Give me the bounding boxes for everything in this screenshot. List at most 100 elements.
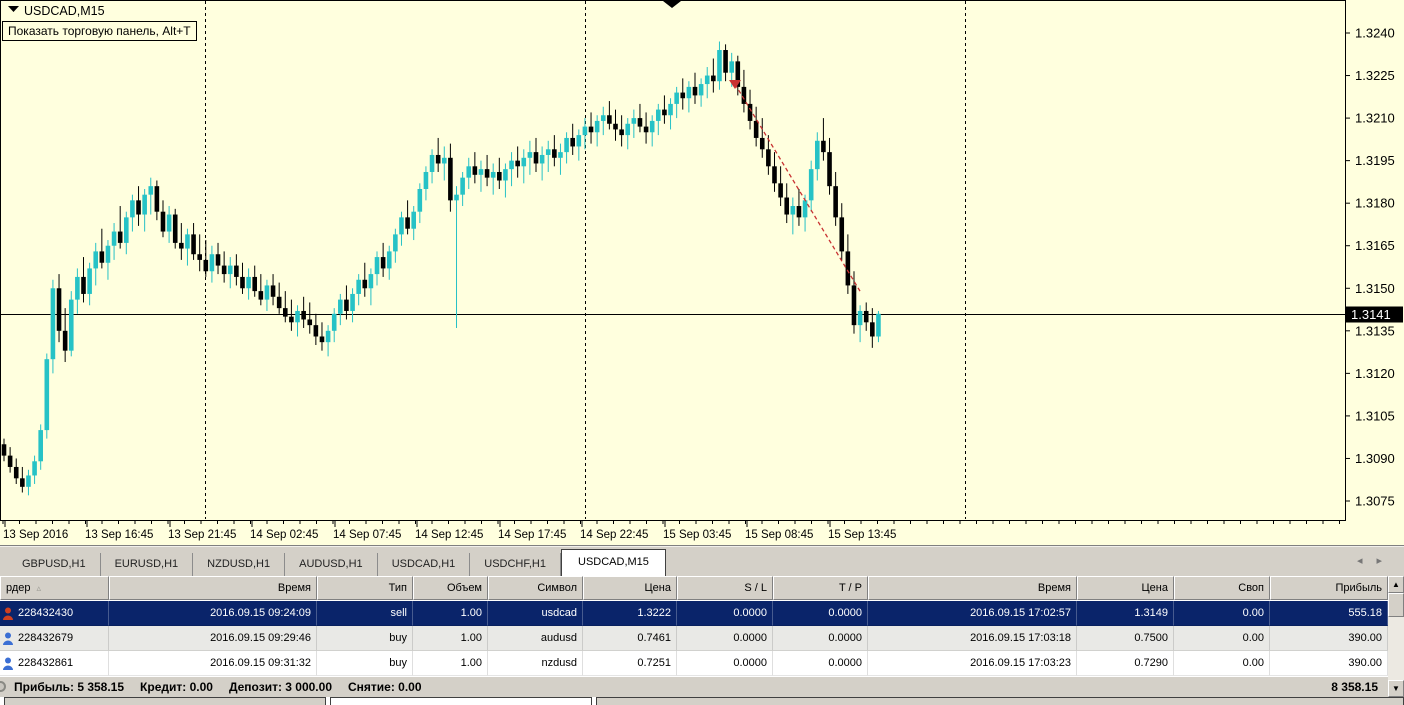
cell-9: 1.3149 — [1077, 601, 1174, 626]
buy-order-icon — [3, 657, 13, 670]
scroll-down-button[interactable]: ▼ — [1388, 680, 1404, 697]
cell-10: 0.00 — [1174, 651, 1270, 676]
chart-tab-bar: GBPUSD,H1 EURUSD,H1 NZDUSD,H1 AUDUSD,H1 USDC… — [0, 545, 1404, 577]
cell-4: audusd — [488, 626, 583, 651]
chart-tab-eurusd-h1[interactable]: EURUSD,H1 — [101, 553, 194, 576]
chart-tab-usdcad-h1[interactable]: USDCAD,H1 — [378, 553, 471, 576]
svg-text:13 Sep 16:45: 13 Sep 16:45 — [85, 529, 153, 541]
cell-0: 228432679 — [0, 626, 109, 651]
sell-open-arrow-icon — [729, 80, 741, 90]
terminal-subtab-2[interactable] — [596, 697, 1404, 705]
cell-1: 2016.09.15 09:24:09 — [109, 601, 317, 626]
cell-5: 0.7251 — [583, 651, 677, 676]
candlestick-chart: 1.3240 1.3225 1.3210 1.3195 1.3180 1.3165 1.31… — [0, 0, 1404, 545]
svg-text:1.3210: 1.3210 — [1355, 111, 1395, 126]
svg-text:15 Sep 13:45: 15 Sep 13:45 — [828, 529, 896, 541]
column-header-5[interactable]: Цена — [583, 576, 677, 600]
cell-6: 0.0000 — [677, 601, 773, 626]
buy-order-icon — [3, 632, 13, 645]
table-scrollbar[interactable]: ▲ ▼ — [1388, 576, 1404, 697]
cell-0: 228432430 — [0, 601, 109, 626]
svg-text:USDCAD,M15: USDCAD,M15 — [24, 4, 105, 18]
scrollbar-thumb[interactable] — [1388, 593, 1404, 617]
column-header-0[interactable]: рдер ▵ — [0, 576, 109, 600]
chart-top-marker-icon — [663, 1, 681, 8]
terminal-subtab-0[interactable] — [4, 697, 326, 705]
symbol-label[interactable]: USDCAD,M15 — [8, 4, 105, 18]
chart-tabs: GBPUSD,H1 EURUSD,H1 NZDUSD,H1 AUDUSD,H1 USDC… — [8, 549, 666, 576]
cell-10: 0.00 — [1174, 626, 1270, 651]
svg-text:15 Sep 08:45: 15 Sep 08:45 — [745, 529, 813, 541]
trade-history-line — [734, 83, 861, 292]
column-header-2[interactable]: Тип — [317, 576, 413, 600]
svg-text:1.3240: 1.3240 — [1355, 26, 1395, 41]
column-header-7[interactable]: T / P — [773, 576, 868, 600]
chart-tab-gbpusd-h1[interactable]: GBPUSD,H1 — [8, 553, 101, 576]
column-header-10[interactable]: Своп — [1174, 576, 1270, 600]
cell-0: 228432861 — [0, 651, 109, 676]
svg-text:1.3135: 1.3135 — [1355, 323, 1395, 338]
svg-text:1.3195: 1.3195 — [1355, 153, 1395, 168]
column-header-1[interactable]: Время — [109, 576, 317, 600]
cell-6: 0.0000 — [677, 626, 773, 651]
chevron-down-icon — [8, 6, 19, 12]
scroll-up-button[interactable]: ▲ — [1388, 576, 1404, 593]
order-row[interactable]: 228432861 2016.09.15 09:31:32 buy 1.00 nzdus… — [0, 651, 1388, 676]
cell-10: 0.00 — [1174, 601, 1270, 626]
svg-text:14 Sep 17:45: 14 Sep 17:45 — [498, 529, 566, 541]
sell-order-icon — [3, 607, 13, 620]
cell-8: 2016.09.15 17:03:23 — [868, 651, 1077, 676]
cell-5: 0.7461 — [583, 626, 677, 651]
column-header-6[interactable]: S / L — [677, 576, 773, 600]
column-header-11[interactable]: Прибыль — [1270, 576, 1388, 600]
chart-tab-usdcad-m15[interactable]: USDCAD,M15 — [561, 549, 666, 576]
svg-text:1.3150: 1.3150 — [1355, 281, 1395, 296]
cell-9: 0.7500 — [1077, 626, 1174, 651]
status-item: Кредит: 0.00 — [140, 680, 213, 694]
svg-text:1.3105: 1.3105 — [1355, 408, 1395, 423]
cell-4: nzdusd — [488, 651, 583, 676]
cell-7: 0.0000 — [773, 626, 868, 651]
status-item: Депозит: 3 000.00 — [228, 680, 332, 694]
price-tag — [1346, 306, 1403, 323]
chart-tab-usdchf-h1[interactable]: USDCHF,H1 — [470, 553, 561, 576]
chart-background — [0, 0, 1404, 545]
column-header-3[interactable]: Объем — [413, 576, 488, 600]
status-item: Прибыль: 5 358.15 — [14, 680, 125, 694]
cell-1: 2016.09.15 09:29:46 — [109, 626, 317, 651]
cell-5: 1.3222 — [583, 601, 677, 626]
chart-tab-nzdusd-h1[interactable]: NZDUSD,H1 — [193, 553, 286, 576]
time-axis: 13 Sep 2016 13 Sep 16:45 13 Sep 21:45 14 Se… — [2, 521, 1340, 541]
cell-2: sell — [317, 601, 413, 626]
trade-panel-tooltip: Показать торговую панель, Alt+T — [2, 21, 197, 41]
cell-8: 2016.09.15 17:02:57 — [868, 601, 1077, 626]
cell-11: 390.00 — [1270, 651, 1388, 676]
svg-text:1.3165: 1.3165 — [1355, 238, 1395, 253]
cell-2: buy — [317, 651, 413, 676]
chart-tab-audusd-h1[interactable]: AUDUSD,H1 — [285, 553, 378, 576]
cell-3: 1.00 — [413, 626, 488, 651]
account-summary: Прибыль: 5 358.15 Кредит: 0.00 Депозит: 3 … — [14, 677, 438, 697]
tab-scroll-buttons[interactable]: ◂▸ — [1356, 555, 1396, 567]
cell-8: 2016.09.15 17:03:18 — [868, 626, 1077, 651]
order-row[interactable]: 228432679 2016.09.15 09:29:46 buy 1.00 audus… — [0, 626, 1388, 651]
status-icon — [0, 681, 6, 692]
svg-text:14 Sep 12:45: 14 Sep 12:45 — [415, 529, 483, 541]
svg-text:1.3090: 1.3090 — [1355, 451, 1395, 466]
price-axis: 1.3240 1.3225 1.3210 1.3195 1.3180 1.3165 1.31… — [1345, 26, 1395, 509]
cell-6: 0.0000 — [677, 651, 773, 676]
column-header-9[interactable]: Цена — [1077, 576, 1174, 600]
order-row[interactable]: 228432430 2016.09.15 09:24:09 sell 1.00 usdc… — [0, 601, 1388, 626]
cell-1: 2016.09.15 09:31:32 — [109, 651, 317, 676]
terminal-subtab-1[interactable] — [330, 697, 592, 705]
cell-4: usdcad — [488, 601, 583, 626]
column-header-4[interactable]: Символ — [488, 576, 583, 600]
column-header-8[interactable]: Время — [868, 576, 1077, 600]
svg-text:14 Sep 02:45: 14 Sep 02:45 — [250, 529, 318, 541]
svg-text:1.3120: 1.3120 — [1355, 366, 1395, 381]
cell-3: 1.00 — [413, 651, 488, 676]
chart-canvas[interactable]: 1.3240 1.3225 1.3210 1.3195 1.3180 1.3165 1.31… — [0, 0, 1404, 545]
cell-11: 555.18 — [1270, 601, 1388, 626]
cell-9: 0.7290 — [1077, 651, 1174, 676]
